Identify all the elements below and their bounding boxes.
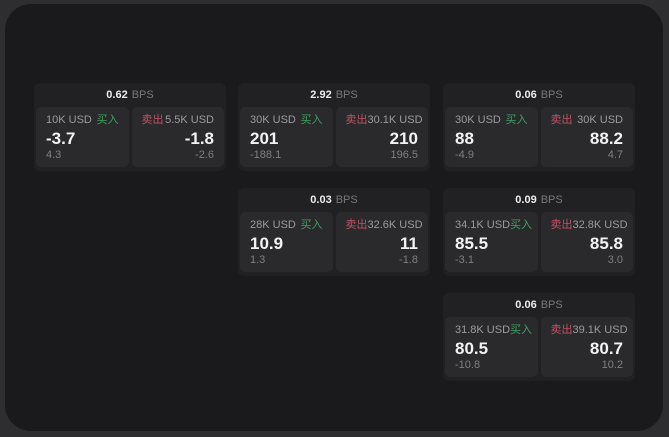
- bps-value: 0.09: [515, 193, 537, 206]
- sell-delta: 4.7: [607, 149, 623, 161]
- sell-label: 卖出: [550, 114, 573, 126]
- quote-body: 10K USD 买入 -3.7 4.3 卖出 5.5K USD -1.8 -2.…: [34, 107, 226, 169]
- quote-body: 34.1K USD 买入 85.5 -3.1 卖出 32.8K USD 85.8…: [443, 212, 635, 274]
- buy-size: 10K USD: [46, 114, 92, 126]
- quote-body: 28K USD 买入 10.9 1.3 卖出 32.6K USD 11 -1.8: [238, 212, 430, 274]
- sell-size: 32.8K USD: [572, 219, 628, 231]
- buy-size: 31.8K USD: [455, 324, 511, 336]
- sell-size: 5.5K USD: [165, 114, 214, 126]
- sell-size: 30.1K USD: [367, 114, 423, 126]
- bps-header: 0.06 BPS: [443, 83, 635, 107]
- sell-label: 卖出: [550, 219, 573, 231]
- quote-card: 0.06 BPS 30K USD 买入 88 -4.9 卖出 30K USD: [443, 83, 635, 171]
- buy-label: 买入: [510, 219, 533, 231]
- quote-card: 0.09 BPS 34.1K USD 买入 85.5 -3.1 卖出 32.8K…: [443, 188, 635, 276]
- buy-label: 买入: [300, 114, 323, 126]
- sell-delta: 196.5: [390, 149, 418, 161]
- bps-header: 0.09 BPS: [443, 188, 635, 212]
- buy-delta: -3.1: [455, 254, 474, 266]
- bps-header: 0.06 BPS: [443, 293, 635, 317]
- sell-quote-tile[interactable]: 卖出 32.6K USD 11 -1.8: [335, 212, 428, 272]
- buy-quote-tile[interactable]: 28K USD 买入 10.9 1.3: [240, 212, 333, 272]
- sell-size: 32.6K USD: [367, 219, 423, 231]
- bps-value: 0.06: [515, 88, 537, 101]
- bps-value: 2.92: [310, 88, 332, 101]
- sell-price: 210: [389, 128, 418, 148]
- buy-size: 28K USD: [250, 219, 296, 231]
- buy-label: 买入: [300, 219, 323, 231]
- buy-quote-tile[interactable]: 10K USD 买入 -3.7 4.3: [36, 107, 129, 167]
- quote-card: 0.62 BPS 10K USD 买入 -3.7 4.3 卖出 5.5K USD: [34, 83, 226, 171]
- bps-unit: BPS: [540, 193, 563, 206]
- bps-value: 0.06: [515, 298, 537, 311]
- bps-unit: BPS: [335, 88, 358, 101]
- buy-size: 30K USD: [455, 114, 501, 126]
- sell-price: 88.2: [589, 128, 623, 148]
- quote-body: 30K USD 买入 88 -4.9 卖出 30K USD 88.2 4.7: [443, 107, 635, 169]
- sell-delta: 10.2: [601, 359, 623, 371]
- buy-label: 买入: [96, 114, 119, 126]
- sell-price: 80.7: [589, 338, 623, 358]
- buy-quote-tile[interactable]: 31.8K USD 买入 80.5 -10.8: [445, 317, 538, 377]
- buy-price: -3.7: [46, 128, 76, 148]
- buy-delta: -188.1: [250, 149, 282, 161]
- bps-unit: BPS: [540, 88, 563, 101]
- quote-body: 31.8K USD 买入 80.5 -10.8 卖出 39.1K USD 80.…: [443, 317, 635, 379]
- bps-unit: BPS: [131, 88, 154, 101]
- buy-price: 10.9: [250, 233, 284, 253]
- buy-quote-tile[interactable]: 30K USD 买入 88 -4.9: [445, 107, 538, 167]
- bps-value: 0.62: [106, 88, 128, 101]
- bps-unit: BPS: [335, 193, 358, 206]
- buy-price: 85.5: [455, 233, 489, 253]
- buy-size: 30K USD: [250, 114, 296, 126]
- sell-delta: -1.8: [399, 254, 418, 266]
- buy-price: 201: [250, 128, 279, 148]
- buy-delta: -10.8: [455, 359, 481, 371]
- bps-unit: BPS: [540, 298, 563, 311]
- sell-delta: -2.6: [195, 149, 214, 161]
- sell-quote-tile[interactable]: 卖出 5.5K USD -1.8 -2.6: [131, 107, 224, 167]
- sell-size: 30K USD: [577, 114, 623, 126]
- sell-label: 卖出: [345, 219, 368, 231]
- sell-quote-tile[interactable]: 卖出 30.1K USD 210 196.5: [335, 107, 428, 167]
- buy-quote-tile[interactable]: 34.1K USD 买入 85.5 -3.1: [445, 212, 538, 272]
- sell-delta: 3.0: [607, 254, 623, 266]
- bps-header: 0.03 BPS: [238, 188, 430, 212]
- buy-delta: 1.3: [250, 254, 266, 266]
- buy-label: 买入: [505, 114, 528, 126]
- buy-size: 34.1K USD: [455, 219, 511, 231]
- bps-value: 0.03: [310, 193, 332, 206]
- buy-delta: 4.3: [46, 149, 62, 161]
- bps-header: 0.62 BPS: [34, 83, 226, 107]
- sell-label: 卖出: [141, 114, 164, 126]
- sell-quote-tile[interactable]: 卖出 32.8K USD 85.8 3.0: [540, 212, 633, 272]
- sell-label: 卖出: [550, 324, 573, 336]
- sell-price: 11: [400, 233, 418, 253]
- bps-header: 2.92 BPS: [238, 83, 430, 107]
- buy-delta: -4.9: [455, 149, 474, 161]
- sell-price: -1.8: [184, 128, 214, 148]
- sell-size: 39.1K USD: [572, 324, 628, 336]
- quotes-panel: 0.62 BPS 10K USD 买入 -3.7 4.3 卖出 5.5K USD: [5, 4, 663, 431]
- buy-price: 80.5: [455, 338, 489, 358]
- sell-quote-tile[interactable]: 卖出 39.1K USD 80.7 10.2: [540, 317, 633, 377]
- buy-quote-tile[interactable]: 30K USD 买入 201 -188.1: [240, 107, 333, 167]
- quote-card: 0.03 BPS 28K USD 买入 10.9 1.3 卖出 32.6K US…: [238, 188, 430, 276]
- quote-body: 30K USD 买入 201 -188.1 卖出 30.1K USD 210 1…: [238, 107, 430, 169]
- sell-quote-tile[interactable]: 卖出 30K USD 88.2 4.7: [540, 107, 633, 167]
- sell-label: 卖出: [345, 114, 368, 126]
- quote-card: 2.92 BPS 30K USD 买入 201 -188.1 卖出 30.1K …: [238, 83, 430, 171]
- buy-label: 买入: [510, 324, 533, 336]
- buy-price: 88: [455, 128, 474, 148]
- quote-card: 0.06 BPS 31.8K USD 买入 80.5 -10.8 卖出 39.1…: [443, 293, 635, 381]
- sell-price: 85.8: [589, 233, 623, 253]
